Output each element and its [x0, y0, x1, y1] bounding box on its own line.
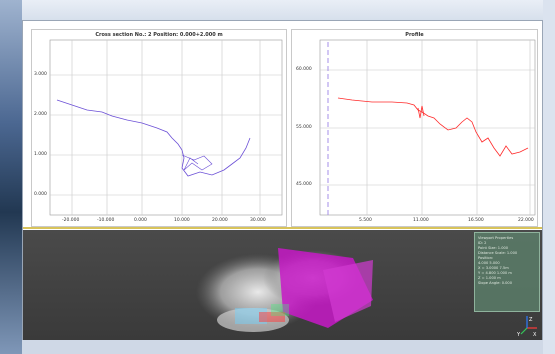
point-cloud-viewer[interactable]: Viewport Properties ID: 2 Point Size: 1.…: [23, 230, 542, 340]
point-cloud: [196, 248, 373, 332]
y-tick: 0.000: [34, 192, 47, 197]
x-tick: 11.000: [413, 218, 429, 223]
y-tick: 55.000: [296, 125, 312, 130]
axis-y-label: Y: [516, 332, 521, 338]
x-tick: 0.000: [134, 218, 147, 223]
cross-section-grid: [49, 39, 283, 216]
properties-line: 4.000 5.000: [478, 261, 500, 265]
x-tick: -10.000: [97, 218, 115, 223]
axis-x-label: X: [533, 332, 537, 338]
properties-line: X = 3.0000 7.5m: [478, 266, 509, 270]
background-top: [0, 0, 555, 20]
cross-section-line: [56, 99, 251, 177]
profile-title: Profile: [405, 32, 424, 38]
profile-grid: [319, 39, 536, 216]
x-tick: 22.000: [518, 218, 534, 223]
x-tick: 10.000: [174, 218, 190, 223]
properties-line: Point Size: 1.000: [478, 246, 509, 250]
x-tick: -20.000: [62, 218, 80, 223]
background-left: [0, 0, 22, 354]
background-right: [543, 0, 555, 354]
profile-plot[interactable]: [292, 30, 539, 228]
properties-line: Slope Angle: 0.000: [478, 281, 512, 285]
profile-panel[interactable]: Profile 60.000 55.000 45.000 5.500 11.00…: [291, 29, 538, 227]
y-tick: 45.000: [296, 182, 312, 187]
properties-line: Z = 1.000 m: [478, 276, 501, 280]
y-tick: 2.000: [34, 112, 47, 117]
app-window: Cross section No.: 2 Position: 0.000+2.0…: [22, 20, 543, 340]
cross-section-plot[interactable]: [32, 30, 288, 228]
axis-z-label: Z: [529, 317, 533, 323]
profile-line: [337, 97, 529, 157]
y-tick: 60.000: [296, 67, 312, 72]
cross-section-panel[interactable]: Cross section No.: 2 Position: 0.000+2.0…: [31, 29, 287, 227]
properties-line: Distance Scale: 1.000: [478, 251, 518, 255]
point-cloud-render[interactable]: [23, 230, 542, 340]
y-tick: 1.000: [34, 152, 47, 157]
x-tick: 16.500: [468, 218, 484, 223]
panel-splitter[interactable]: [23, 227, 542, 229]
properties-line: Position:: [478, 256, 494, 260]
properties-line: ID: 2: [478, 241, 487, 245]
x-tick: 20.000: [212, 218, 228, 223]
x-tick: 30.000: [250, 218, 266, 223]
viewport-properties-panel[interactable]: Viewport Properties ID: 2 Point Size: 1.…: [474, 232, 540, 312]
y-tick: 3.000: [34, 72, 47, 77]
x-tick: 5.500: [359, 218, 372, 223]
axis-gizmo: X Y Z: [516, 316, 537, 338]
cross-section-title: Cross section No.: 2 Position: 0.000+2.0…: [95, 32, 223, 38]
properties-line: Y = 4.800 1.000 m: [478, 271, 512, 275]
properties-line: Viewport Properties: [478, 236, 514, 240]
